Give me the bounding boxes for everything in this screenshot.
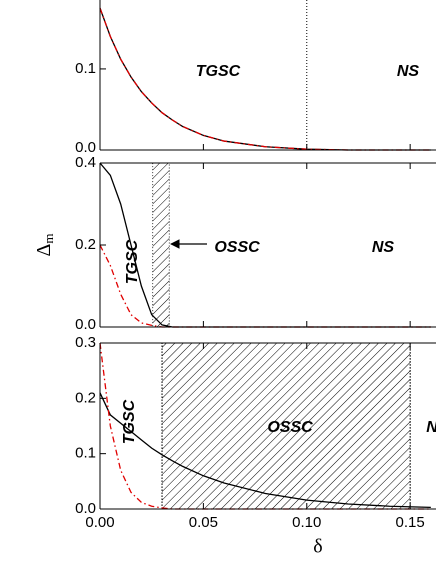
y-axis-label: Δm [33, 234, 56, 257]
y-tick-label: 0.1 [75, 60, 96, 77]
y-tick-label: 0.4 [75, 154, 96, 171]
region-label: NS [372, 239, 395, 256]
y-tick-label: 0.2 [75, 236, 96, 253]
x-tick-label: 0.10 [292, 514, 321, 531]
region-label: NS [397, 63, 420, 80]
y-tick-label: 0.0 [75, 500, 96, 517]
y-tick-label: 0.1 [75, 445, 96, 462]
curve [99, 7, 431, 151]
hatched-region [152, 162, 170, 328]
y-tick-label: 0.2 [75, 389, 96, 406]
y-tick-label: 0.3 [75, 334, 96, 351]
region-label: OSSC [214, 239, 260, 256]
y-label-symbol: Δ [33, 244, 55, 257]
region-label: TGSC [121, 399, 138, 444]
region-label: N [426, 419, 436, 436]
x-tick-label: 0.05 [189, 514, 218, 531]
region-label: OSSC [267, 419, 313, 436]
x-tick-label: 0.00 [85, 514, 114, 531]
y-label-subscript: m [41, 234, 56, 244]
region-label: TGSC [124, 239, 141, 284]
curve [99, 392, 431, 508]
x-tick-label: 0.15 [396, 514, 425, 531]
x-axis-label: δ [313, 536, 322, 558]
curve [99, 244, 431, 328]
y-tick-label: 0.0 [75, 316, 96, 333]
region-label: TGSC [196, 63, 241, 80]
hatched-region [161, 342, 411, 510]
curve [99, 7, 431, 151]
y-tick-label: 0.0 [75, 139, 96, 156]
